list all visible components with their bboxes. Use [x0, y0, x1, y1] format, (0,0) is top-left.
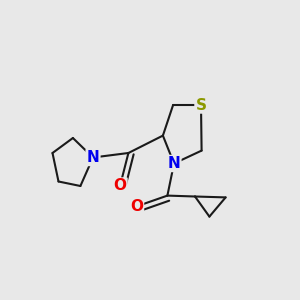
- Text: S: S: [196, 98, 206, 112]
- Text: N: N: [87, 150, 99, 165]
- Text: O: O: [130, 199, 143, 214]
- Text: N: N: [168, 156, 180, 171]
- Text: O: O: [113, 178, 127, 194]
